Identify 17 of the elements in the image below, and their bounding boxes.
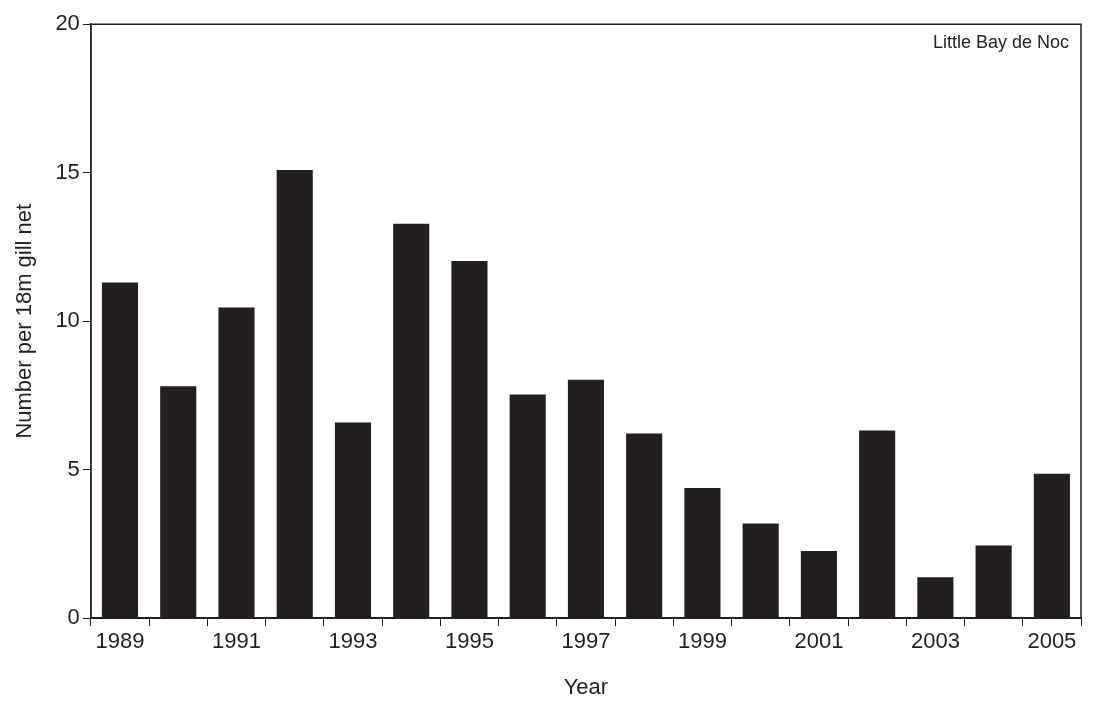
x-tick-label: 1991 [212,628,261,654]
x-tick-label: 2003 [910,628,960,654]
x-tick-label: 1989 [95,628,145,654]
x-tick-label: 1999 [677,628,727,654]
x-tick-label: 1995 [444,628,494,654]
y-tick-label: 0 [67,604,80,630]
y-tick-label: 20 [55,10,80,36]
x-tick-label: 2005 [1027,628,1077,654]
y-tick-label: 10 [55,307,80,333]
x-axis-title: Year [563,673,609,699]
x-tick-label: 1997 [561,628,611,654]
y-tick-label: 15 [55,158,80,184]
x-tick-label: 1993 [328,628,378,654]
y-tick-label: 5 [67,455,80,481]
annotation: Little Bay de Noc [932,32,1069,53]
x-tick-label: 2001 [794,628,844,654]
y-axis-title: Number per 18m gill net [11,203,37,439]
